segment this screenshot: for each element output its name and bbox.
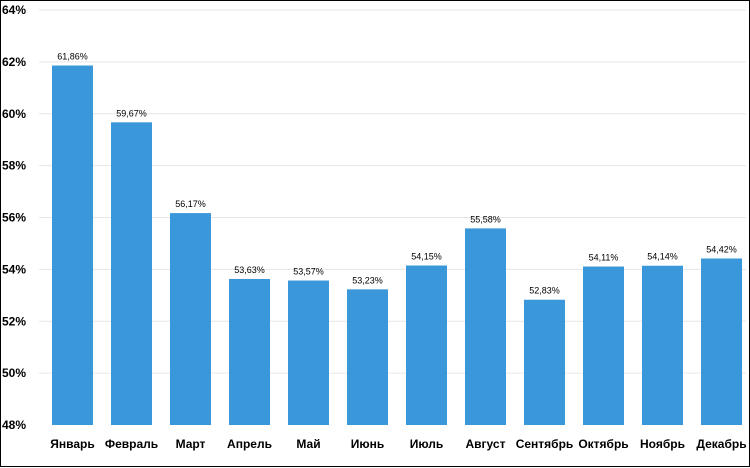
bars: [52, 65, 742, 425]
bar: [642, 265, 683, 425]
y-tick-label: 54%: [2, 262, 26, 276]
data-label: 54,14%: [647, 252, 678, 262]
y-tick-label: 58%: [2, 159, 26, 173]
y-axis-ticks: 48% 50% 52% 54% 56% 58% 60% 62% 64%: [2, 3, 26, 432]
data-label: 59,67%: [116, 108, 147, 118]
category-label: Январь: [50, 437, 94, 451]
category-label: Март: [176, 437, 206, 451]
x-axis-categories: Январь Февраль Март Апрель Май Июнь Июль Август…: [50, 437, 746, 451]
data-label: 53,23%: [352, 275, 383, 285]
bar: [288, 280, 329, 425]
category-label: Июль: [410, 437, 444, 451]
bar: [583, 266, 624, 425]
bar: [524, 299, 565, 425]
category-label: Июнь: [351, 437, 385, 451]
bar: [701, 258, 742, 425]
data-labels: 61,86% 59,67% 56,17% 53,63% 53,57% 53,23% 54,1…: [57, 52, 737, 296]
y-tick-label: 64%: [2, 3, 26, 17]
data-label: 54,15%: [411, 251, 442, 261]
category-label: Апрель: [227, 437, 272, 451]
data-label: 54,11%: [589, 253, 619, 263]
bar: [347, 289, 388, 425]
bar: [465, 228, 506, 425]
y-tick-label: 62%: [2, 55, 26, 69]
category-label: Август: [466, 437, 506, 451]
data-label: 53,63%: [234, 265, 265, 275]
category-label: Октябрь: [578, 437, 628, 451]
data-label: 56,17%: [175, 199, 206, 209]
data-label: 52,83%: [529, 286, 560, 296]
bar: [111, 122, 152, 425]
y-tick-label: 60%: [2, 107, 26, 121]
category-label: Май: [296, 437, 320, 451]
y-tick-label: 48%: [2, 418, 26, 432]
data-label: 53,57%: [293, 267, 324, 277]
bar: [406, 265, 447, 425]
data-label: 54,42%: [706, 244, 737, 254]
gridlines: [39, 9, 746, 374]
bar: [170, 213, 211, 425]
data-label: 55,58%: [470, 214, 501, 224]
category-label: Декабрь: [696, 437, 746, 451]
category-label: Ноябрь: [640, 437, 685, 451]
bar: [229, 278, 270, 425]
data-label: 61,86%: [57, 52, 88, 62]
category-label: Февраль: [105, 437, 158, 451]
category-label: Сентябрь: [516, 437, 574, 451]
y-tick-label: 56%: [2, 211, 26, 225]
y-tick-label: 50%: [2, 366, 26, 380]
y-tick-label: 52%: [2, 314, 26, 328]
bar: [52, 65, 93, 425]
